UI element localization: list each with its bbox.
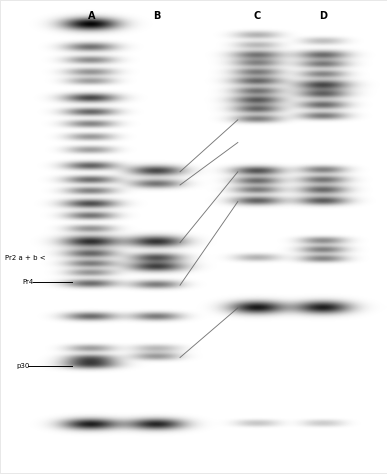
Text: p30: p30: [16, 363, 29, 369]
Text: C: C: [253, 11, 261, 21]
Text: A: A: [87, 11, 95, 21]
Text: D: D: [319, 11, 327, 21]
Text: Pr2 a + b <: Pr2 a + b <: [5, 255, 45, 261]
Text: B: B: [153, 11, 161, 21]
Text: Pr4: Pr4: [22, 279, 33, 285]
